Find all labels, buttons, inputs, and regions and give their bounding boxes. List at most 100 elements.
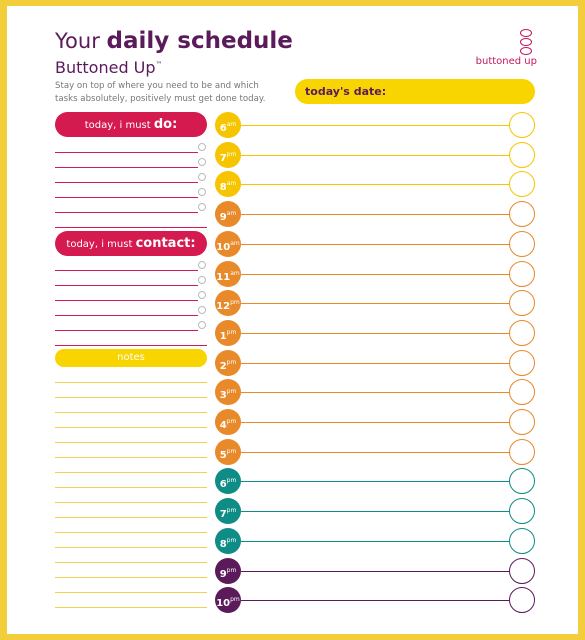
hour-suffix: pm: [230, 299, 240, 307]
hour-checkbox[interactable]: [509, 498, 535, 525]
hour-entry-line[interactable]: [241, 600, 510, 602]
hour-entry-line[interactable]: [241, 273, 510, 275]
notes-line[interactable]: [55, 592, 207, 593]
hour-checkbox[interactable]: [509, 319, 535, 346]
contact-line[interactable]: [55, 300, 198, 301]
hour-entry-line[interactable]: [241, 184, 510, 186]
hour-entry-line[interactable]: [241, 303, 510, 305]
hour-entry-line[interactable]: [241, 243, 510, 245]
notes-line[interactable]: [55, 472, 207, 473]
description: Stay on top of where you need to be and …: [55, 81, 266, 104]
hour-entry-line[interactable]: [241, 332, 510, 334]
notes-line[interactable]: [55, 502, 207, 503]
hour-number: 2: [219, 360, 227, 372]
hour-checkbox[interactable]: [509, 112, 535, 138]
hour-checkbox[interactable]: [509, 468, 535, 495]
notes-line[interactable]: [55, 382, 207, 383]
notes-line[interactable]: [55, 607, 207, 608]
checkbox-icon[interactable]: [198, 276, 206, 284]
hour-checkbox[interactable]: [509, 230, 535, 257]
do-line[interactable]: [55, 152, 198, 153]
do-prefix: today, i must: [84, 120, 151, 131]
notes-line[interactable]: [55, 517, 207, 518]
checkbox-icon[interactable]: [198, 158, 206, 166]
checkbox-icon[interactable]: [198, 291, 206, 299]
hour-checkbox[interactable]: [509, 171, 535, 198]
trademark: ™: [155, 60, 163, 69]
notes-line[interactable]: [55, 562, 207, 563]
do-line[interactable]: [55, 212, 198, 213]
checkbox-icon[interactable]: [198, 188, 206, 196]
hour-entry-line[interactable]: [241, 362, 510, 364]
do-emphasis: do:: [153, 117, 178, 132]
notes-line[interactable]: [55, 427, 207, 428]
contact-line[interactable]: [55, 345, 207, 346]
notes-line[interactable]: [55, 442, 207, 443]
hour-checkbox[interactable]: [509, 260, 535, 287]
logo-text: buttoned up: [475, 56, 537, 67]
hour-suffix: am: [230, 239, 240, 247]
hour-checkbox[interactable]: [509, 587, 535, 614]
hour-entry-line[interactable]: [241, 214, 510, 216]
hour-checkbox[interactable]: [509, 379, 535, 406]
checkbox-icon[interactable]: [198, 173, 206, 181]
contact-line[interactable]: [55, 330, 198, 331]
hour-suffix: pm: [226, 328, 237, 336]
contact-line[interactable]: [55, 285, 198, 286]
do-line[interactable]: [55, 167, 198, 168]
hour-checkbox[interactable]: [509, 557, 535, 584]
hour-checkbox[interactable]: [509, 527, 535, 554]
do-line[interactable]: [55, 227, 207, 228]
date-label: today's date:: [305, 85, 387, 98]
notes-line[interactable]: [55, 457, 207, 458]
hour-suffix: am: [230, 269, 240, 277]
notes-line[interactable]: [55, 577, 207, 578]
hour-checkbox[interactable]: [509, 349, 535, 376]
checkbox-icon[interactable]: [198, 321, 206, 329]
hour-marker: 8am: [215, 171, 241, 198]
do-section-header: today, i must do:: [55, 112, 207, 137]
notes-line[interactable]: [55, 487, 207, 488]
notes-line[interactable]: [55, 532, 207, 533]
hour-suffix: pm: [226, 477, 237, 485]
hour-entry-line[interactable]: [241, 570, 510, 572]
do-line[interactable]: [55, 182, 198, 183]
subtitle: Buttoned Up: [55, 58, 156, 77]
hour-entry-line[interactable]: [241, 125, 510, 126]
checkbox-icon[interactable]: [198, 261, 206, 269]
checkbox-icon[interactable]: [198, 203, 206, 211]
hour-entry-line[interactable]: [241, 481, 510, 483]
notes-line[interactable]: [55, 397, 207, 398]
hour-number: 8: [219, 538, 227, 550]
contact-line[interactable]: [55, 270, 198, 271]
notes-line[interactable]: [55, 412, 207, 413]
hour-entry-line[interactable]: [241, 392, 510, 394]
hour-entry-line[interactable]: [241, 540, 510, 542]
hour-number: 9: [219, 212, 227, 224]
hour-marker: 3pm: [215, 379, 241, 406]
do-line[interactable]: [55, 197, 198, 198]
hour-entry-line[interactable]: [241, 451, 510, 453]
hour-marker: 9am: [215, 201, 241, 228]
contact-line[interactable]: [55, 315, 198, 316]
hour-checkbox[interactable]: [509, 201, 535, 228]
hour-suffix: pm: [226, 418, 237, 425]
hour-entry-line[interactable]: [241, 154, 510, 156]
checkbox-icon[interactable]: [198, 143, 206, 151]
hour-suffix: pm: [226, 566, 237, 574]
todays-date-field[interactable]: today's date:: [295, 79, 535, 104]
notes-section-header: notes: [55, 349, 207, 367]
hour-checkbox[interactable]: [509, 290, 535, 317]
hour-marker: 10pm: [215, 587, 241, 614]
hour-number: 5: [219, 449, 227, 461]
notes-line[interactable]: [55, 547, 207, 548]
hour-entry-line[interactable]: [241, 422, 510, 423]
checkbox-icon[interactable]: [198, 306, 206, 314]
hour-marker: 1pm: [215, 319, 241, 346]
hour-suffix: am: [226, 210, 237, 218]
hour-checkbox[interactable]: [509, 141, 535, 168]
hour-checkbox[interactable]: [509, 438, 535, 465]
notes-label: notes: [117, 352, 145, 363]
hour-entry-line[interactable]: [241, 511, 510, 513]
hour-checkbox[interactable]: [509, 409, 535, 435]
